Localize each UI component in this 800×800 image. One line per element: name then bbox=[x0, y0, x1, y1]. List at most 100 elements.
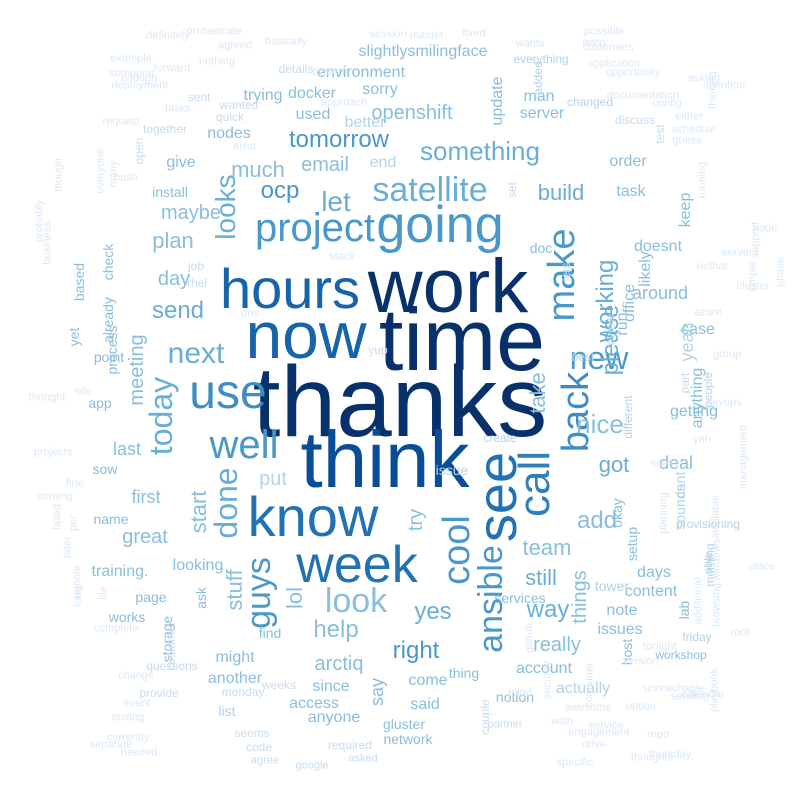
word-slightlysmilingface: slightlysmilingface bbox=[358, 43, 488, 60]
word-call: call bbox=[510, 450, 559, 518]
word-long: long bbox=[72, 585, 85, 607]
word-man: man bbox=[523, 88, 555, 105]
word-something: something bbox=[420, 136, 540, 166]
word-arctiq: arctiq bbox=[314, 653, 364, 675]
word-opportunity: opportunity bbox=[605, 66, 661, 79]
word-network: network bbox=[383, 731, 433, 747]
word-check: check bbox=[100, 243, 116, 281]
word-together: together bbox=[142, 122, 188, 136]
word-sorry: sorry bbox=[362, 81, 398, 98]
word-training: training. bbox=[91, 563, 149, 580]
word-plan: plan bbox=[152, 228, 194, 253]
word-dns: dns bbox=[241, 307, 259, 320]
word-though: though bbox=[52, 158, 65, 192]
word-google: google bbox=[295, 759, 329, 772]
word-look: look bbox=[324, 582, 388, 620]
word-everyone: everyone bbox=[94, 148, 107, 194]
word-place: place bbox=[748, 560, 776, 573]
word-best: best bbox=[571, 350, 595, 364]
word-quick: quick bbox=[215, 110, 245, 124]
word-everything: everything bbox=[513, 52, 569, 66]
word-today: today bbox=[143, 376, 179, 456]
word-questions: questions bbox=[146, 659, 198, 673]
word-running: running bbox=[696, 161, 709, 199]
word-first: first bbox=[131, 487, 161, 507]
word-seems: seems bbox=[234, 726, 270, 740]
word-code: code bbox=[245, 740, 273, 754]
word-process: process bbox=[104, 325, 120, 375]
word-couple: couple bbox=[478, 699, 492, 735]
word-still: still bbox=[525, 565, 557, 590]
word-send: send bbox=[151, 297, 205, 324]
word-ocp: ocp bbox=[260, 177, 300, 204]
word-possible: possible bbox=[583, 25, 625, 38]
word-partner: partner bbox=[487, 718, 523, 731]
word-stuff: stuff bbox=[222, 569, 247, 611]
word-many: many bbox=[107, 160, 120, 188]
word-application: application bbox=[587, 57, 641, 70]
word-friday: friday bbox=[682, 630, 712, 644]
word-failed: failed bbox=[51, 503, 64, 531]
word-likely: likely bbox=[637, 251, 654, 287]
word-list: list bbox=[218, 703, 236, 719]
word-think: think bbox=[300, 415, 470, 504]
word-guess: guess bbox=[672, 134, 702, 147]
word-example: example bbox=[110, 52, 152, 65]
word-either: either bbox=[675, 110, 703, 123]
word-point: point bbox=[93, 349, 125, 365]
word-fine: fine bbox=[66, 477, 84, 490]
word-cluster: cluster bbox=[736, 280, 770, 293]
word-event: event bbox=[123, 697, 151, 710]
word-looking: looking bbox=[172, 557, 224, 574]
word-guys: guys bbox=[240, 557, 278, 629]
word-agreed: agreed bbox=[217, 39, 253, 52]
word-available: available bbox=[709, 495, 722, 539]
word-work: work bbox=[367, 244, 529, 329]
word-weeks: weeks bbox=[261, 678, 297, 692]
word-give: give bbox=[166, 154, 196, 171]
word-name: name bbox=[93, 511, 129, 527]
word-lab: lab bbox=[676, 600, 692, 620]
word-details: details bbox=[278, 62, 314, 76]
word-separate: separate bbox=[89, 738, 133, 751]
word-asked: asked bbox=[348, 752, 378, 765]
word-around: around bbox=[631, 283, 689, 303]
word-phase: phase bbox=[774, 257, 787, 287]
word-config: config bbox=[652, 97, 682, 110]
word-needed: needed bbox=[120, 746, 158, 759]
word-unreachable: unreachable bbox=[643, 682, 705, 695]
word-mind: mind bbox=[508, 686, 532, 699]
word-calendar: calendar bbox=[681, 688, 725, 701]
word-docker: docker bbox=[287, 85, 337, 102]
word-okay: okay bbox=[609, 498, 625, 528]
word-customers: customers bbox=[582, 41, 634, 54]
word-getting: getting bbox=[669, 403, 719, 420]
word-now: now bbox=[245, 298, 367, 372]
word-time: time bbox=[378, 290, 546, 389]
word-last: last bbox=[112, 439, 142, 459]
word-way: way bbox=[526, 596, 570, 623]
word-service: service bbox=[588, 719, 624, 732]
word-change: change bbox=[117, 669, 155, 682]
word-awesome: awesome bbox=[564, 701, 612, 714]
word-away: away bbox=[582, 36, 608, 49]
word-content: content bbox=[624, 583, 678, 600]
word-yup: yup bbox=[368, 343, 388, 357]
word-yes: yes bbox=[414, 598, 452, 625]
word-tomorrow: tomorrow bbox=[288, 126, 390, 153]
word-projects: projects bbox=[33, 446, 73, 459]
word-thoughts: thoughts bbox=[630, 751, 674, 764]
word-access: access bbox=[289, 695, 339, 712]
word-thought: thought bbox=[28, 391, 66, 404]
word-thing: thing bbox=[448, 665, 480, 681]
word-coming: coming bbox=[37, 490, 73, 503]
word-complete: complete bbox=[93, 622, 139, 635]
word-team: team bbox=[522, 535, 572, 560]
word-management: management bbox=[737, 424, 750, 490]
word-use: use bbox=[189, 366, 267, 419]
word-try: try bbox=[405, 508, 427, 532]
word-services: services bbox=[494, 590, 546, 606]
word-tonight: tonight bbox=[643, 640, 677, 653]
word-basically: basically bbox=[264, 35, 308, 48]
word-workshop: workshop bbox=[655, 648, 707, 662]
